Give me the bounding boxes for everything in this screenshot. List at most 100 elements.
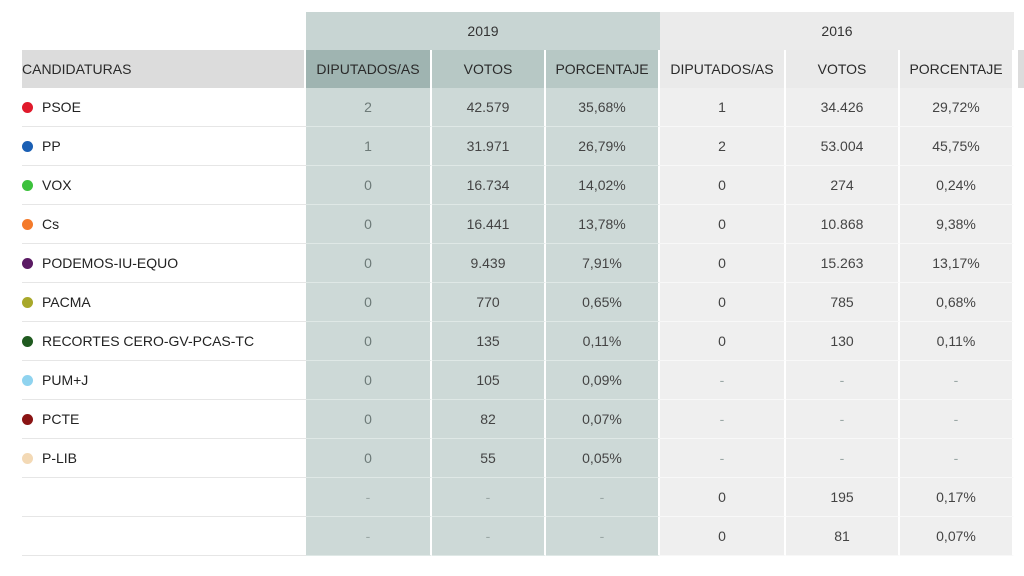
party-cell: PSOE bbox=[22, 88, 306, 127]
votos-2019-cell: - bbox=[432, 517, 546, 556]
party-cell: P-LIB bbox=[22, 439, 306, 478]
year-2016-header: 2016 bbox=[660, 12, 1014, 50]
votos-2016-cell: 130 bbox=[786, 322, 900, 361]
votos-2019-cell: 82 bbox=[432, 400, 546, 439]
votos-2016-cell: 15.263 bbox=[786, 244, 900, 283]
party-name: P-LIB bbox=[42, 450, 78, 466]
diputados-2019-cell: 0 bbox=[306, 400, 432, 439]
party-color-dot-icon bbox=[22, 453, 33, 464]
porcentaje-2016-cell: - bbox=[900, 439, 1014, 478]
table-edge-fragment bbox=[1018, 50, 1024, 88]
table-row: PODEMOS-IU-EQUO 0 9.439 7,91% 0 15.263 13,17% bbox=[22, 244, 1014, 283]
porcentaje-2019-cell: 13,78% bbox=[546, 205, 660, 244]
porcentaje-2016-cell: 0,24% bbox=[900, 166, 1014, 205]
table-row: - - -0 195 0,17% bbox=[22, 478, 1014, 517]
party-color-dot-icon bbox=[22, 180, 33, 191]
diputados-2019-cell: 0 bbox=[306, 205, 432, 244]
party-cell bbox=[22, 478, 306, 517]
party-cell: PCTE bbox=[22, 400, 306, 439]
diputados-2016-cell: - bbox=[660, 361, 786, 400]
porcentaje-2019-cell: 0,05% bbox=[546, 439, 660, 478]
party-cell bbox=[22, 517, 306, 556]
party-name: RECORTES CERO-GV-PCAS-TC bbox=[42, 333, 255, 349]
diputados-2016-cell: 0 bbox=[660, 166, 786, 205]
party-cell: PACMA bbox=[22, 283, 306, 322]
diputados-2016-cell: 1 bbox=[660, 88, 786, 127]
year-header-spacer bbox=[22, 12, 306, 50]
election-results-table: 2019 2016 CANDIDATURAS DIPUTADOS/AS VOTO… bbox=[22, 12, 1014, 556]
porcentaje-2019-cell: 14,02% bbox=[546, 166, 660, 205]
votos-2016-cell: 81 bbox=[786, 517, 900, 556]
porcentaje-2019-cell: 35,68% bbox=[546, 88, 660, 127]
diputados-2016-cell: 0 bbox=[660, 322, 786, 361]
party-cell: PODEMOS-IU-EQUO bbox=[22, 244, 306, 283]
table-row: - - -0 81 0,07% bbox=[22, 517, 1014, 556]
votos-2019-cell: 42.579 bbox=[432, 88, 546, 127]
table-row: P-LIB 0 55 0,05% - - - bbox=[22, 439, 1014, 478]
diputados-2016-cell: 2 bbox=[660, 127, 786, 166]
votos-2016-header: VOTOS bbox=[786, 50, 900, 88]
votos-2019-cell: 16.734 bbox=[432, 166, 546, 205]
party-name: PP bbox=[42, 138, 61, 154]
votos-2019-cell: 9.439 bbox=[432, 244, 546, 283]
porcentaje-2019-cell: 0,65% bbox=[546, 283, 660, 322]
votos-2016-cell: - bbox=[786, 400, 900, 439]
table-row: PP 1 31.971 26,79% 2 53.004 45,75% bbox=[22, 127, 1014, 166]
diputados-2016-cell: 0 bbox=[660, 517, 786, 556]
diputados-2019-cell: 0 bbox=[306, 361, 432, 400]
diputados-2019-cell: 0 bbox=[306, 244, 432, 283]
year-2019-header: 2019 bbox=[306, 12, 660, 50]
porcentaje-2016-cell: - bbox=[900, 361, 1014, 400]
diputados-2019-cell: 2 bbox=[306, 88, 432, 127]
party-name: PSOE bbox=[42, 99, 81, 115]
porcentaje-2019-cell: 26,79% bbox=[546, 127, 660, 166]
diputados-2019-cell: 1 bbox=[306, 127, 432, 166]
porcentaje-2016-cell: 0,68% bbox=[900, 283, 1014, 322]
table-row: PCTE 0 82 0,07% - - - bbox=[22, 400, 1014, 439]
table-row: Cs 0 16.441 13,78% 0 10.868 9,38% bbox=[22, 205, 1014, 244]
porcentaje-2016-cell: 0,07% bbox=[900, 517, 1014, 556]
diputados-2019-cell: 0 bbox=[306, 322, 432, 361]
table-row: VOX 0 16.734 14,02% 0 274 0,24% bbox=[22, 166, 1014, 205]
porcentaje-2019-cell: 7,91% bbox=[546, 244, 660, 283]
party-name: PACMA bbox=[42, 294, 91, 310]
party-color-dot-icon bbox=[22, 258, 33, 269]
party-name: VOX bbox=[42, 177, 72, 193]
diputados-2019-cell: 0 bbox=[306, 439, 432, 478]
porcentaje-2019-header: PORCENTAJE bbox=[546, 50, 660, 88]
votos-2016-cell: - bbox=[786, 361, 900, 400]
porcentaje-2019-cell: 0,11% bbox=[546, 322, 660, 361]
diputados-2016-cell: - bbox=[660, 400, 786, 439]
porcentaje-2016-cell: 29,72% bbox=[900, 88, 1014, 127]
votos-2019-cell: - bbox=[432, 478, 546, 517]
diputados-2019-cell: - bbox=[306, 478, 432, 517]
diputados-2016-cell: 0 bbox=[660, 478, 786, 517]
porcentaje-2019-cell: 0,09% bbox=[546, 361, 660, 400]
porcentaje-2016-cell: 9,38% bbox=[900, 205, 1014, 244]
votos-2016-cell: 785 bbox=[786, 283, 900, 322]
column-header-row: CANDIDATURAS DIPUTADOS/AS VOTOS PORCENTA… bbox=[22, 50, 1014, 88]
votos-2019-cell: 55 bbox=[432, 439, 546, 478]
party-name: PUM+J bbox=[42, 372, 89, 388]
candidaturas-header: CANDIDATURAS bbox=[22, 50, 306, 88]
party-name: PODEMOS-IU-EQUO bbox=[42, 255, 179, 271]
party-name: Cs bbox=[42, 216, 60, 232]
diputados-2016-header: DIPUTADOS/AS bbox=[660, 50, 786, 88]
votos-2019-cell: 770 bbox=[432, 283, 546, 322]
party-cell: VOX bbox=[22, 166, 306, 205]
votos-2019-header: VOTOS bbox=[432, 50, 546, 88]
party-color-dot-icon bbox=[22, 102, 33, 113]
votos-2016-cell: 10.868 bbox=[786, 205, 900, 244]
porcentaje-2016-cell: 0,11% bbox=[900, 322, 1014, 361]
porcentaje-2016-cell: 45,75% bbox=[900, 127, 1014, 166]
porcentaje-2019-cell: 0,07% bbox=[546, 400, 660, 439]
party-cell: PUM+J bbox=[22, 361, 306, 400]
diputados-2016-cell: - bbox=[660, 439, 786, 478]
party-color-dot-icon bbox=[22, 414, 33, 425]
diputados-2016-cell: 0 bbox=[660, 283, 786, 322]
party-color-dot-icon bbox=[22, 336, 33, 347]
party-color-dot-icon bbox=[22, 297, 33, 308]
porcentaje-2016-cell: 13,17% bbox=[900, 244, 1014, 283]
diputados-2019-cell: 0 bbox=[306, 166, 432, 205]
table-row: PACMA 0 770 0,65% 0 785 0,68% bbox=[22, 283, 1014, 322]
